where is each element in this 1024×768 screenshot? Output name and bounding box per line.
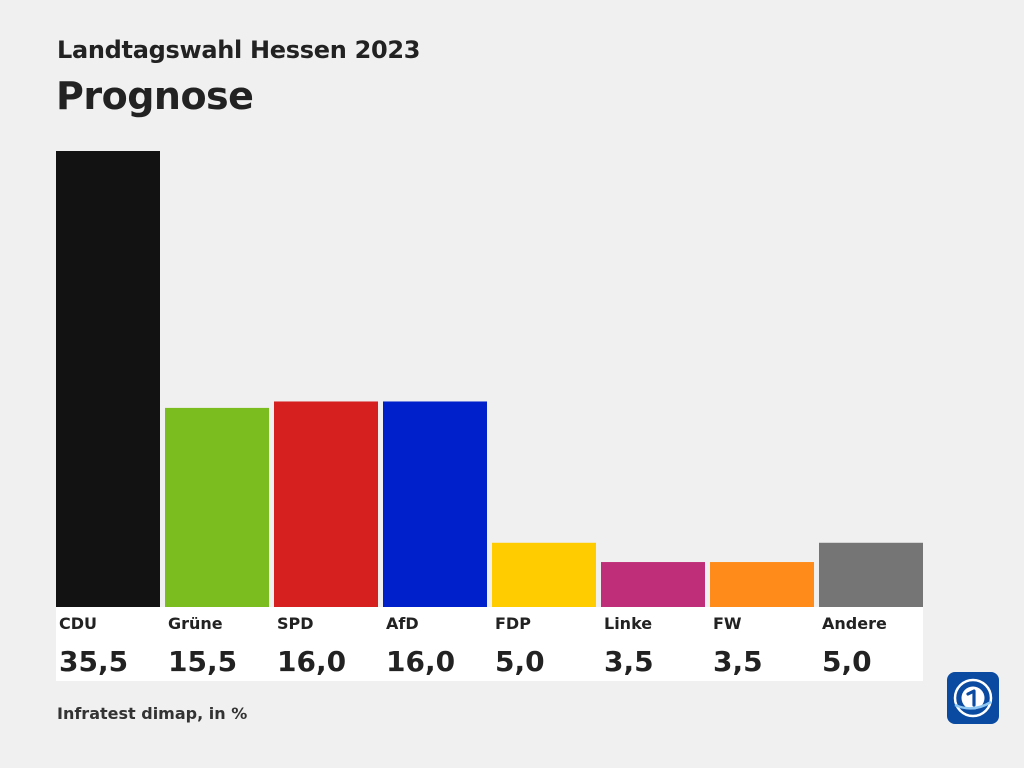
value-label: 3,5 [713, 645, 763, 678]
category-label: CDU [59, 614, 97, 633]
bar-spd [274, 401, 378, 607]
value-label: 16,0 [277, 645, 346, 678]
value-label: 15,5 [168, 645, 237, 678]
chart-subtitle: Landtagswahl Hessen 2023 [57, 36, 421, 64]
bar-cdu [56, 151, 160, 607]
category-label: Andere [822, 614, 887, 633]
value-label: 35,5 [59, 645, 128, 678]
value-label: 3,5 [604, 645, 654, 678]
value-label: 5,0 [495, 645, 545, 678]
source-note: Infratest dimap, in % [57, 704, 248, 723]
value-label: 5,0 [822, 645, 872, 678]
value-label: 16,0 [386, 645, 455, 678]
bar-grüne [165, 407, 269, 607]
bar-andere [819, 542, 923, 607]
label-panel [56, 607, 923, 681]
category-label: FW [713, 614, 742, 633]
category-label: Grüne [168, 614, 223, 633]
bar-afd [383, 401, 487, 607]
category-label: AfD [386, 614, 419, 633]
bar-fw [710, 562, 814, 607]
category-label: SPD [277, 614, 314, 633]
tagesschau-logo-icon[interactable] [947, 672, 999, 724]
category-label: FDP [495, 614, 531, 633]
chart-title: Prognose [56, 74, 254, 118]
category-label: Linke [604, 614, 652, 633]
bar-linke [601, 562, 705, 607]
bar-fdp [492, 542, 596, 607]
